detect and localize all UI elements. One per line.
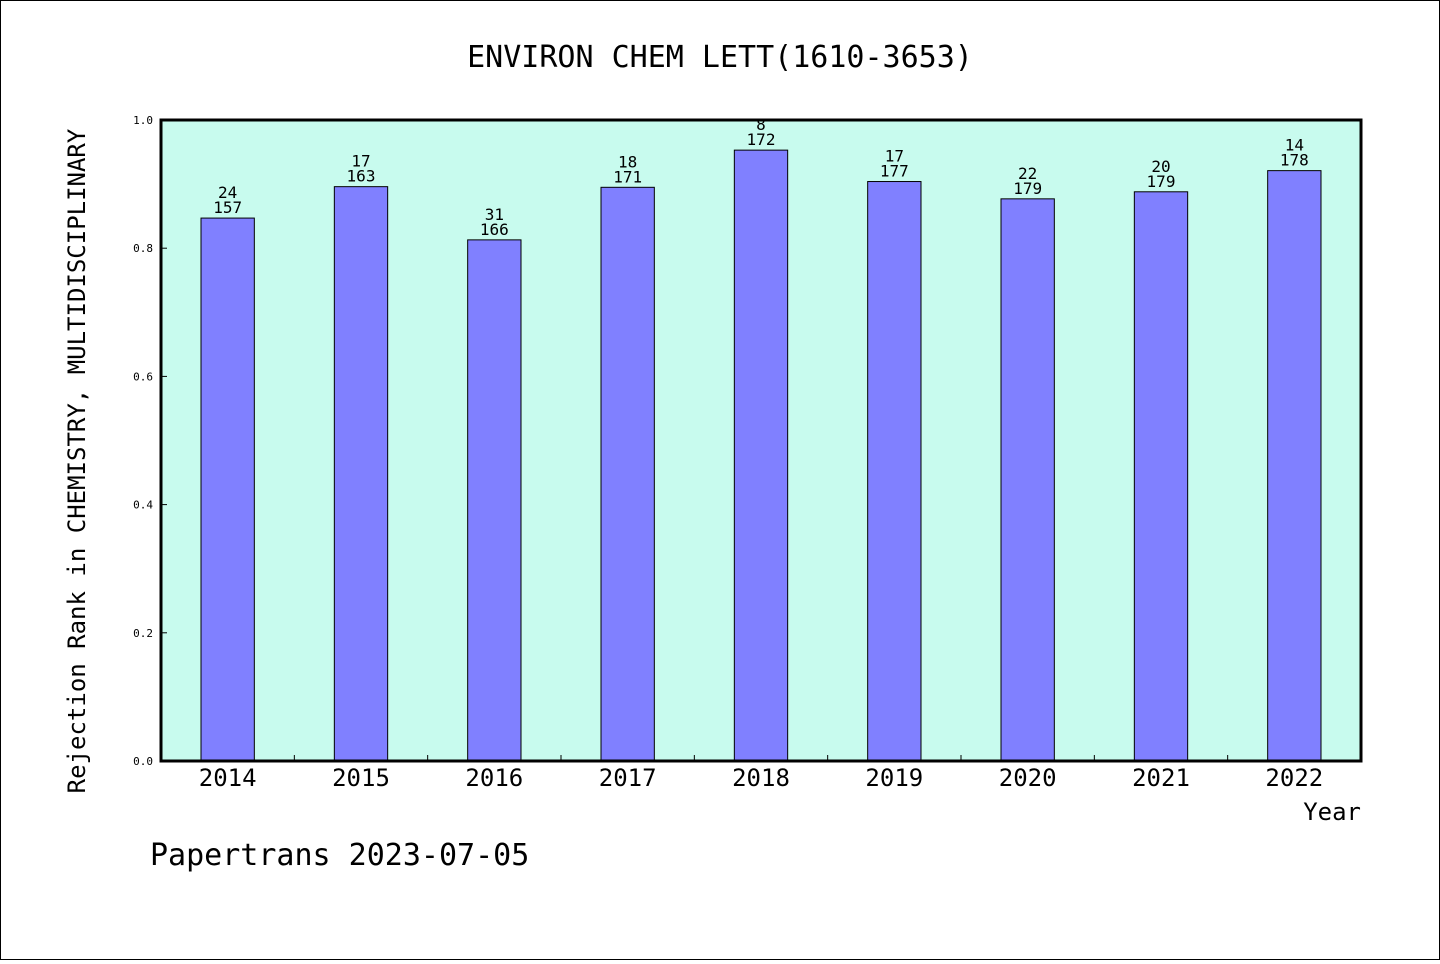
- bar-rank-label: 20: [1151, 157, 1170, 176]
- bar-rank-label: 24: [218, 183, 237, 202]
- x-tick-label: 2021: [1132, 764, 1190, 792]
- x-axis-label: Year: [1303, 798, 1361, 826]
- footer-text: Papertrans 2023-07-05: [150, 838, 529, 873]
- bar-rank-label: 8: [756, 115, 766, 134]
- y-tick-label: 1.0: [133, 114, 153, 127]
- y-axis-label: Rejection Rank in CHEMISTRY, MULTIDISCIP…: [63, 128, 91, 793]
- y-tick-label: 0.2: [133, 627, 153, 640]
- y-tick-label: 0.6: [133, 370, 153, 383]
- bar-total-label: 172: [747, 130, 776, 149]
- x-tick-label: 2015: [332, 764, 390, 792]
- bar-total-label: 177: [880, 162, 909, 181]
- bar-total-label: 157: [213, 198, 242, 217]
- bars-group: [200, 149, 1322, 762]
- bar-2022: [1267, 170, 1322, 762]
- x-tick-label: 2019: [865, 764, 923, 792]
- bar-total-label: 178: [1280, 151, 1309, 170]
- bar-2014: [200, 217, 255, 762]
- plot-border: [159, 118, 1363, 763]
- bar-2015: [333, 186, 389, 762]
- y-tick-label: 0.0: [133, 755, 153, 768]
- bar-rank-label: 18: [618, 152, 637, 171]
- bar-total-label: 163: [347, 167, 376, 186]
- x-tick-label: 2014: [199, 764, 257, 792]
- bar-rank-label: 14: [1285, 136, 1304, 155]
- y-tick-labels: 0.0 0.2 0.4 0.6 0.8 1.0: [133, 114, 153, 768]
- bar-2021: [1133, 191, 1189, 762]
- bar-rank-label: 17: [351, 152, 370, 171]
- x-tick-label: 2018: [732, 764, 790, 792]
- x-tick-label: 2020: [999, 764, 1057, 792]
- bar-total-label: 179: [1147, 172, 1176, 191]
- bar-rank-label: 31: [485, 205, 504, 224]
- x-tick-label: 2022: [1265, 764, 1323, 792]
- bar-total-label: 166: [480, 220, 509, 239]
- bar-2019: [867, 181, 922, 762]
- y-tick-label: 0.8: [133, 242, 153, 255]
- bar-2018: [733, 149, 789, 762]
- y-tick-label: 0.4: [133, 499, 153, 512]
- bar-total-label: 179: [1013, 179, 1042, 198]
- x-tick-label: 2017: [599, 764, 657, 792]
- x-tick-label: 2016: [465, 764, 523, 792]
- bar-total-label: 171: [613, 167, 642, 186]
- chart-title: ENVIRON CHEM LETT(1610-3653): [467, 40, 973, 75]
- x-tick-labels: 2014 2015 2016 2017 2018 2019 2020 2021 2022: [199, 764, 1323, 792]
- bar-rank-label: 17: [885, 147, 904, 166]
- bar-2016: [467, 239, 522, 762]
- bar-2017: [600, 186, 655, 762]
- bar-2020: [1000, 198, 1055, 762]
- bar-rank-label: 22: [1018, 164, 1037, 183]
